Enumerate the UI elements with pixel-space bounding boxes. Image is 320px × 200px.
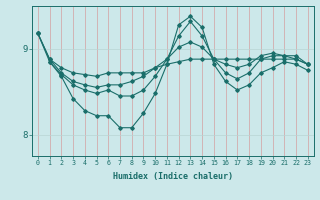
X-axis label: Humidex (Indice chaleur): Humidex (Indice chaleur) <box>113 172 233 181</box>
